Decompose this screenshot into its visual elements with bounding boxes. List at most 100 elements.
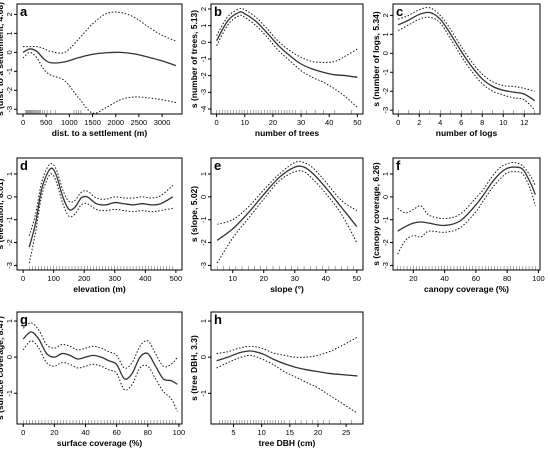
y-tick-label-a: -1	[5, 68, 14, 75]
x-tick-label-f: 80	[503, 274, 511, 283]
y-tick-label-b: -4	[199, 106, 208, 113]
x-axis-title-c: number of logs	[436, 128, 498, 138]
lower-ci-line-h	[216, 354, 358, 414]
y-tick-label-a: -2	[5, 87, 14, 94]
lower-ci-line-a	[22, 51, 177, 114]
x-tick-label-b: 40	[325, 118, 333, 127]
panel-letter-e: e	[214, 158, 221, 173]
plot-frame-d	[16, 157, 183, 271]
upper-ci-line-c	[398, 7, 535, 92]
fit-line-g	[22, 331, 178, 385]
y-tick-label-e: 1	[199, 172, 208, 176]
x-tick-label-e: 50	[353, 274, 361, 283]
panel-b: 0 10 20 30 40 50 -4 -3 -2 -1 0 1 2 number of trees s (…	[189, 3, 364, 138]
x-tick-label-c: 0	[396, 118, 400, 127]
y-tick-label-a: 1	[5, 31, 14, 35]
y-tick-label-h: 0	[199, 355, 208, 359]
fit-line-b	[216, 11, 358, 78]
y-tick-label-a: 0	[5, 50, 14, 54]
x-tick-label-c: 4	[438, 118, 442, 127]
fit-line-h	[216, 350, 358, 377]
plot-frame-h	[210, 311, 364, 425]
y-tick-label-d: -3	[5, 262, 14, 269]
x-tick-label-a: 1000	[61, 118, 78, 127]
x-axis-title-f: canopy coverage (%)	[424, 284, 509, 294]
y-axis-title-f: s (canopy coverage, 6.26)	[371, 162, 381, 266]
lower-ci-line-d	[28, 173, 173, 264]
x-tick-label-g: 20	[50, 428, 58, 437]
x-axis-title-h: tree DBH (cm)	[259, 438, 316, 448]
x-tick-label-b: 20	[269, 118, 277, 127]
x-tick-label-a: 0	[21, 118, 25, 127]
x-tick-label-b: 0	[215, 118, 219, 127]
x-tick-label-h: 10	[257, 428, 265, 437]
upper-ci-line-b	[216, 7, 358, 63]
lower-ci-line-g	[22, 340, 178, 412]
plot-frame-a	[16, 3, 183, 115]
x-tick-label-h: 5	[231, 428, 235, 437]
y-tick-label-d: -1	[5, 216, 14, 223]
x-axis-title-d: elevation (m)	[73, 284, 126, 294]
fit-line-f	[397, 166, 536, 232]
y-tick-label-e: -1	[199, 216, 208, 223]
y-axis-title-h: s (tree DBH, 3.3)	[189, 335, 199, 401]
y-tick-label-c: 1	[381, 32, 390, 36]
y-tick-label-d: -2	[5, 239, 14, 246]
panel-letter-g: g	[20, 312, 28, 327]
x-tick-label-e: 20	[260, 274, 268, 283]
x-tick-label-g: 80	[144, 428, 152, 437]
y-tick-label-g: 1	[5, 319, 14, 323]
x-tick-label-c: 10	[499, 118, 507, 127]
y-tick-label-b: -1	[199, 56, 208, 63]
y-axis-title-c: s (number of logs, 5.34)	[371, 11, 381, 107]
upper-ci-line-d	[28, 163, 174, 236]
y-tick-label-b: 0	[199, 40, 208, 44]
x-tick-label-d: 100	[47, 274, 60, 283]
panel-a: 0 500 1000 1500 2000 2500 3000 -3 -2 -1 0 1 2 dist. t…	[0, 2, 183, 138]
x-tick-label-h: 20	[314, 428, 322, 437]
y-tick-label-f: 1	[381, 172, 390, 176]
y-tick-label-c: 0	[381, 51, 390, 55]
upper-ci-line-g	[22, 322, 178, 369]
y-tick-label-f: -2	[381, 239, 390, 246]
y-tick-label-h: 1	[199, 319, 208, 323]
x-tick-label-c: 6	[459, 118, 463, 127]
y-tick-label-d: 1	[5, 172, 14, 176]
upper-ci-line-h	[216, 336, 358, 358]
y-axis-title-e: s (slope, 5.02)	[189, 186, 199, 242]
x-tick-label-c: 12	[520, 118, 528, 127]
x-tick-label-f: 60	[472, 274, 480, 283]
panel-letter-h: h	[214, 312, 222, 327]
lower-ci-line-c	[398, 16, 536, 111]
fit-line-d	[28, 167, 174, 248]
y-axis-title-a: s (dist. to a settlement, 4.68)	[0, 2, 5, 116]
lower-ci-line-e	[216, 170, 358, 264]
y-tick-label-g: 0	[5, 355, 14, 359]
x-tick-label-a: 1500	[84, 118, 101, 127]
y-tick-label-f: -1	[381, 216, 390, 223]
y-tick-label-e: 0	[199, 195, 208, 199]
panel-letter-c: c	[396, 4, 403, 19]
x-tick-label-b: 50	[353, 118, 361, 127]
x-tick-label-f: 40	[440, 274, 448, 283]
y-tick-label-a: -3	[5, 106, 14, 113]
x-tick-label-a: 2000	[107, 118, 124, 127]
plot-frame-c	[392, 3, 541, 115]
x-tick-label-f: 20	[409, 274, 417, 283]
x-tick-label-f: 100	[532, 274, 545, 283]
x-tick-label-e: 30	[291, 274, 299, 283]
x-tick-label-d: 200	[78, 274, 91, 283]
panel-letter-b: b	[214, 4, 222, 19]
upper-ci-line-e	[217, 160, 358, 225]
x-tick-label-a: 3000	[154, 118, 171, 127]
x-axis-title-g: surface coverage (%)	[57, 438, 143, 448]
y-tick-label-c: -1	[381, 69, 390, 76]
upper-ci-line-f	[397, 161, 536, 220]
y-tick-label-e: -3	[199, 262, 208, 269]
x-axis-title-b: number of trees	[255, 128, 320, 138]
y-tick-label-b: -3	[199, 89, 208, 96]
x-axis-title-a: dist. to a settlement (m)	[52, 128, 148, 138]
panel-e: 10 20 30 40 50 -3 -2 -1 0 1 slope (°) s (slope, 5.0…	[189, 157, 364, 294]
